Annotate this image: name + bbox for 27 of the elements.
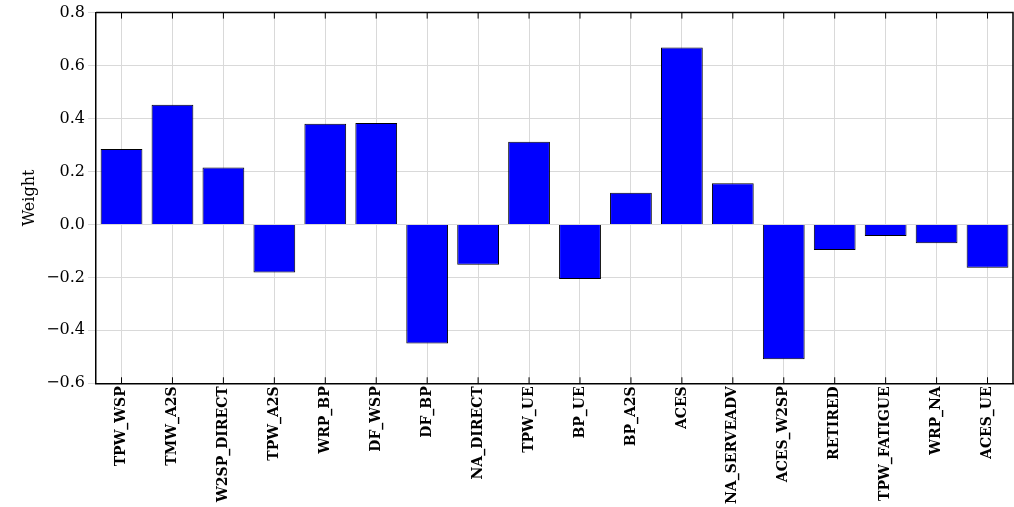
x-tick-label: ACES_W2SP bbox=[774, 385, 792, 484]
x-tick-label: BP_A2S bbox=[621, 386, 639, 447]
x-tick-label: WRP_BP bbox=[315, 385, 333, 455]
y-tick-label: 0.8 bbox=[59, 1, 86, 21]
y-axis-title: Weight bbox=[18, 169, 38, 227]
x-tick-label: ACES_UE bbox=[978, 386, 996, 460]
x-tick-label: W2SP_DIRECT bbox=[214, 385, 232, 503]
x-tick-label: TMW_A2S bbox=[163, 386, 181, 466]
y-tick-label: −0.2 bbox=[46, 266, 86, 286]
x-tick-label: TPW_FATIGUE bbox=[876, 386, 894, 501]
x-tick-label: TPW_A2S bbox=[264, 386, 282, 461]
y-tick-label: −0.6 bbox=[46, 372, 86, 392]
y-tick-label: −0.4 bbox=[46, 319, 86, 339]
x-tick-label: NA_SERVEADV bbox=[723, 385, 741, 505]
x-tick-label: BP_UE bbox=[570, 386, 588, 439]
x-tick-label: ACES bbox=[672, 386, 689, 431]
x-tick-label: DF_BP bbox=[417, 385, 435, 438]
y-tick-label: 0.0 bbox=[59, 213, 86, 233]
x-tick-label: TPW_UE bbox=[519, 386, 537, 453]
x-tick-label: DF_WSP bbox=[366, 385, 384, 452]
y-tick-label: 0.2 bbox=[59, 160, 86, 180]
x-tick-label: TPW_WSP bbox=[112, 385, 130, 467]
y-tick-label: 0.4 bbox=[59, 107, 86, 127]
x-tick-label: RETIRED bbox=[825, 386, 842, 460]
y-tick-label: 0.6 bbox=[59, 54, 86, 74]
x-tick-label: WRP_NA bbox=[927, 385, 945, 456]
x-tick-label: NA_DIRECT bbox=[468, 385, 486, 480]
